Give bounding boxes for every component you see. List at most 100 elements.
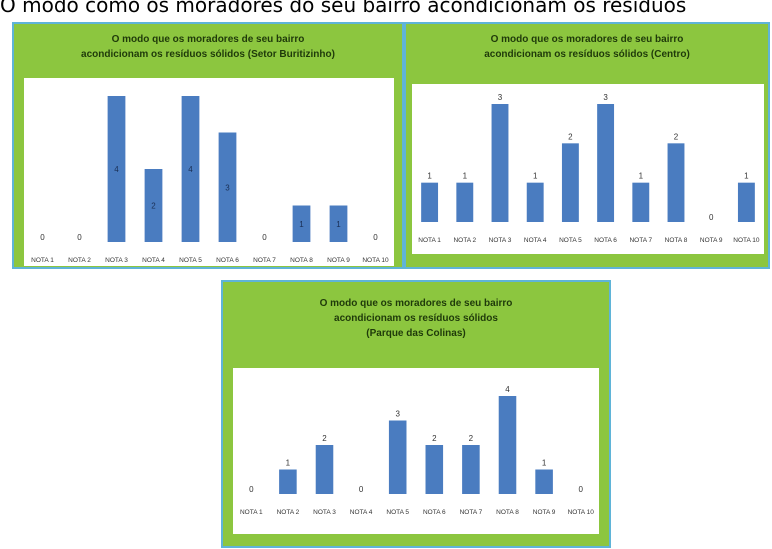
chart-panel-centro: O modo que os moradores de seu bairro ac… <box>404 22 770 269</box>
bar-nota-8 <box>498 396 517 494</box>
chart-title-centro: O modo que os moradores de seu bairro ac… <box>406 32 768 62</box>
data-label: 2 <box>432 434 437 443</box>
data-label: 2 <box>322 434 327 443</box>
data-label: 1 <box>744 172 749 181</box>
data-label: 2 <box>151 202 156 211</box>
bar-nota-4 <box>526 182 544 222</box>
bar-nota-7 <box>632 182 650 222</box>
category-label: NOTA 3 <box>313 509 336 516</box>
data-label: 1 <box>542 459 547 468</box>
data-label: 4 <box>188 165 193 174</box>
bar-nota-6 <box>218 132 237 242</box>
bar-nota-8 <box>292 205 311 242</box>
bar-chart-centro: 1 NOTA 1 1 NOTA 2 3 NOTA 3 1 NOTA 4 2 NOTA 5 3 NOTA… <box>418 93 760 244</box>
bar-nota-1 <box>421 182 439 222</box>
bar-nota-3 <box>315 445 334 494</box>
data-label: 1 <box>299 220 304 229</box>
category-label: NOTA 4 <box>142 257 165 264</box>
data-label: 0 <box>359 485 364 494</box>
data-label: 1 <box>286 459 291 468</box>
bar-nota-7 <box>462 445 480 494</box>
page-caption: O modo como os moradores do seu bairro a… <box>0 0 687 17</box>
bar-nota-9 <box>329 205 348 242</box>
plot-area-centro: 1 NOTA 1 1 NOTA 2 3 NOTA 3 1 NOTA 4 2 NOTA 5 3 NOTA… <box>412 84 764 254</box>
bar-nota-5 <box>388 420 407 494</box>
data-label: 0 <box>373 233 378 242</box>
category-label: NOTA 5 <box>179 257 202 264</box>
chart-panel-parque-das-colinas: O modo que os moradores de seu bairro ac… <box>221 280 611 548</box>
plot-area-parque-das-colinas: 0 NOTA 1 1 NOTA 2 2 NOTA 3 0 NOTA 4 3 NOTA 5 2 NOTA… <box>233 368 599 534</box>
bar-nota-6 <box>597 104 615 222</box>
plot-area-buritizinho: 0 NOTA 1 0 NOTA 2 4 NOTA 3 2 NOTA 4 4 NOTA 5 3 NOTA… <box>24 78 394 266</box>
chart-title-parque-das-colinas: O modo que os moradores de seu bairro ac… <box>223 296 609 341</box>
category-label: NOTA 7 <box>253 257 276 264</box>
data-label: 1 <box>336 220 341 229</box>
category-label: NOTA 9 <box>700 237 723 244</box>
bar-nota-3 <box>491 104 509 222</box>
data-label: 2 <box>469 434 474 443</box>
category-label: NOTA 1 <box>418 237 441 244</box>
data-label: 4 <box>505 385 510 394</box>
bar-nota-3 <box>107 96 126 242</box>
bar-nota-5 <box>181 96 200 242</box>
category-label: NOTA 7 <box>629 237 652 244</box>
data-label: 1 <box>639 172 644 181</box>
chart-title-line: O modo que os moradores de seu bairro <box>319 298 513 309</box>
bar-nota-9 <box>535 469 553 494</box>
category-label: NOTA 1 <box>31 257 54 264</box>
chart-panel-buritizinho: O modo que os moradores de seu bairro ac… <box>12 22 404 269</box>
bar-nota-5 <box>561 143 579 222</box>
category-label: NOTA 5 <box>559 237 582 244</box>
data-label: 2 <box>568 132 573 141</box>
data-label: 1 <box>463 172 468 181</box>
data-label: 3 <box>603 93 608 102</box>
chart-title-line: O modo que os moradores de seu bairro <box>490 34 684 45</box>
data-label: 0 <box>40 233 45 242</box>
chart-title-line: (Parque das Colinas) <box>366 328 466 339</box>
category-label: NOTA 9 <box>327 257 350 264</box>
category-label: NOTA 9 <box>533 509 556 516</box>
data-label: 0 <box>249 485 254 494</box>
category-label: NOTA 7 <box>460 509 483 516</box>
data-label: 0 <box>262 233 267 242</box>
data-label: 2 <box>674 132 679 141</box>
chart-title-line: acondicionam os resíduos sólidos <box>334 313 498 324</box>
category-label: NOTA 6 <box>423 509 446 516</box>
bar-nota-2 <box>279 469 297 494</box>
data-label: 1 <box>427 172 432 181</box>
bar-nota-2 <box>456 182 474 222</box>
category-label: NOTA 8 <box>290 257 313 264</box>
bar-nota-4 <box>144 169 163 242</box>
data-label: 0 <box>578 485 583 494</box>
category-label: NOTA 10 <box>733 237 760 244</box>
category-label: NOTA 3 <box>105 257 128 264</box>
data-label: 3 <box>225 183 230 192</box>
category-label: NOTA 4 <box>350 509 373 516</box>
chart-title-buritizinho: O modo que os moradores de seu bairro ac… <box>14 32 402 62</box>
category-label: NOTA 4 <box>524 237 547 244</box>
category-label: NOTA 10 <box>568 509 595 516</box>
category-label: NOTA 8 <box>665 237 688 244</box>
chart-title-line: acondicionam os resíduos sólidos (Centro… <box>484 49 690 60</box>
chart-title-line: acondicionam os resíduos sólidos (Setor … <box>81 49 335 60</box>
category-label: NOTA 3 <box>489 237 512 244</box>
category-label: NOTA 10 <box>362 257 389 264</box>
data-label: 0 <box>77 233 82 242</box>
data-label: 3 <box>498 93 503 102</box>
category-label: NOTA 6 <box>216 257 239 264</box>
bar-nota-10 <box>737 182 755 222</box>
category-label: NOTA 2 <box>68 257 91 264</box>
bar-chart-parque-das-colinas: 0 NOTA 1 1 NOTA 2 2 NOTA 3 0 NOTA 4 3 NOTA 5 2 NOTA… <box>240 385 595 516</box>
category-label: NOTA 1 <box>240 509 263 516</box>
category-label: NOTA 8 <box>496 509 519 516</box>
category-label: NOTA 2 <box>277 509 300 516</box>
chart-title-line: O modo que os moradores de seu bairro <box>111 34 305 45</box>
data-label: 3 <box>395 410 400 419</box>
data-label: 1 <box>533 172 538 181</box>
bar-nota-8 <box>667 143 685 222</box>
data-label: 0 <box>709 213 714 222</box>
category-label: NOTA 6 <box>594 237 617 244</box>
category-label: NOTA 2 <box>453 237 476 244</box>
bar-nota-6 <box>425 445 444 494</box>
